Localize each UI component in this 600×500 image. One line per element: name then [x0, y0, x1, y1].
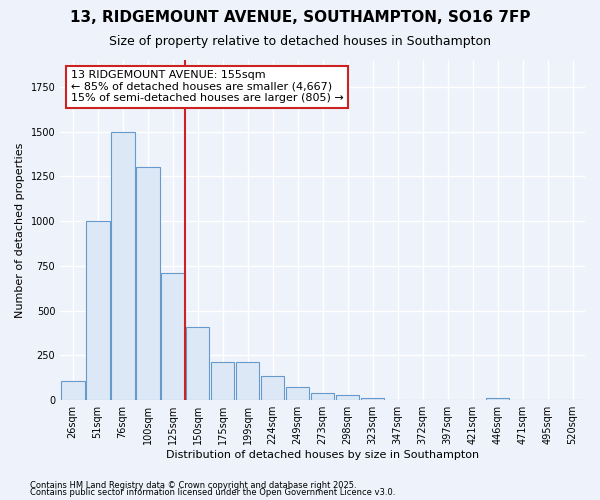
Bar: [336, 395, 359, 400]
Bar: [161, 273, 185, 400]
Text: Contains HM Land Registry data © Crown copyright and database right 2025.: Contains HM Land Registry data © Crown c…: [30, 480, 356, 490]
Text: 13, RIDGEMOUNT AVENUE, SOUTHAMPTON, SO16 7FP: 13, RIDGEMOUNT AVENUE, SOUTHAMPTON, SO16…: [70, 10, 530, 25]
Bar: [186, 327, 209, 400]
Text: 13 RIDGEMOUNT AVENUE: 155sqm
← 85% of detached houses are smaller (4,667)
15% of: 13 RIDGEMOUNT AVENUE: 155sqm ← 85% of de…: [71, 70, 343, 103]
Bar: [485, 398, 509, 400]
Bar: [136, 168, 160, 400]
Bar: [236, 362, 259, 400]
Bar: [86, 221, 110, 400]
Text: Size of property relative to detached houses in Southampton: Size of property relative to detached ho…: [109, 35, 491, 48]
Bar: [311, 393, 334, 400]
Bar: [286, 387, 310, 400]
X-axis label: Distribution of detached houses by size in Southampton: Distribution of detached houses by size …: [166, 450, 479, 460]
Y-axis label: Number of detached properties: Number of detached properties: [15, 142, 25, 318]
Text: Contains public sector information licensed under the Open Government Licence v3: Contains public sector information licen…: [30, 488, 395, 497]
Bar: [61, 380, 85, 400]
Bar: [111, 132, 134, 400]
Bar: [361, 398, 385, 400]
Bar: [211, 362, 235, 400]
Bar: [261, 376, 284, 400]
